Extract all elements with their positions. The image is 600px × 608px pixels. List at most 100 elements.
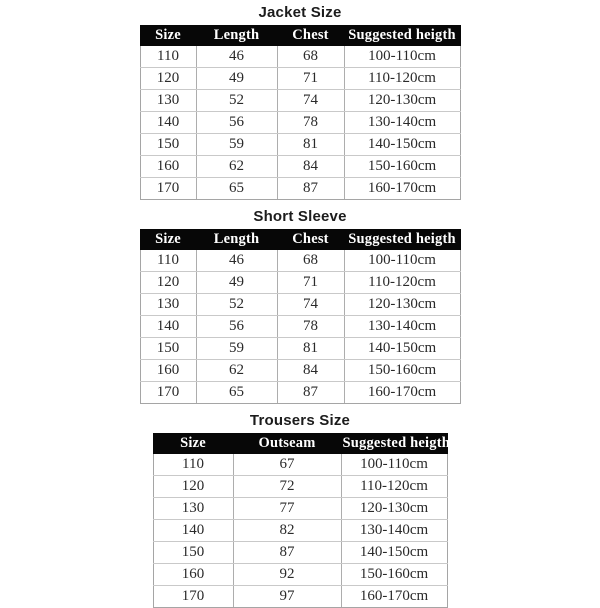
- table-row: 170 97 160-170cm: [152, 585, 448, 608]
- table-cell: 110: [152, 453, 234, 476]
- table-cell: 130-140cm: [343, 315, 461, 338]
- table-cell: 65: [195, 177, 278, 200]
- table-cell: 160-170cm: [343, 381, 461, 404]
- table-row: 170 65 87 160-170cm: [139, 381, 461, 404]
- table-cell: 87: [232, 541, 342, 564]
- table-row: 160 62 84 150-160cm: [139, 155, 461, 178]
- column-header: Size: [139, 229, 197, 250]
- table-cell: 130-140cm: [340, 519, 448, 542]
- table-cell: 87: [276, 177, 345, 200]
- table-cell: 62: [195, 155, 278, 178]
- table-cell: 130: [152, 497, 234, 520]
- table-cell: 56: [195, 111, 278, 134]
- table-cell: 74: [276, 89, 345, 112]
- header-row: Size Length Chest Suggested heigth: [139, 25, 461, 46]
- table-cell: 110-120cm: [340, 475, 448, 498]
- table-row: 130 52 74 120-130cm: [139, 89, 461, 112]
- table-row: 170 65 87 160-170cm: [139, 177, 461, 200]
- jacket-size-table: Size Length Chest Suggested heigth 110 46 68 10…: [139, 25, 461, 200]
- header-row: Size Outseam Suggested heigth: [152, 433, 450, 454]
- table-cell: 150: [139, 133, 197, 156]
- table-row: 120 72 110-120cm: [152, 475, 448, 498]
- table-cell: 120-130cm: [343, 89, 461, 112]
- table-row: 120 49 71 110-120cm: [139, 67, 461, 90]
- table-row: 160 62 84 150-160cm: [139, 359, 461, 382]
- table-cell: 160: [152, 563, 234, 586]
- table-cell: 81: [276, 133, 345, 156]
- table-cell: 150-160cm: [340, 563, 448, 586]
- table-cell: 56: [195, 315, 278, 338]
- table-cell: 150-160cm: [343, 359, 461, 382]
- table-row: 150 59 81 140-150cm: [139, 337, 461, 360]
- table-cell: 170: [139, 177, 197, 200]
- table-cell: 71: [276, 271, 345, 294]
- header-row: Size Length Chest Suggested heigth: [139, 229, 461, 250]
- table-cell: 68: [276, 45, 345, 68]
- table-cell: 140-150cm: [340, 541, 448, 564]
- column-header: Suggested heigth: [343, 25, 461, 46]
- table-cell: 71: [276, 67, 345, 90]
- table-row: 110 46 68 100-110cm: [139, 45, 461, 68]
- table-cell: 140: [152, 519, 234, 542]
- table-cell: 110: [139, 45, 197, 68]
- table-cell: 49: [195, 67, 278, 90]
- table-cell: 160: [139, 155, 197, 178]
- table-cell: 52: [195, 293, 278, 316]
- table-cell: 100-110cm: [340, 453, 448, 476]
- table-cell: 150: [139, 337, 197, 360]
- table-cell: 130-140cm: [343, 111, 461, 134]
- table-cell: 140-150cm: [343, 133, 461, 156]
- table-cell: 170: [152, 585, 234, 608]
- table-cell: 110-120cm: [343, 271, 461, 294]
- table-cell: 140-150cm: [343, 337, 461, 360]
- column-header: Length: [195, 25, 278, 46]
- short-sleeve-table: Size Length Chest Suggested heigth 110 46 68 10…: [139, 229, 461, 404]
- column-header: Suggested heigth: [340, 433, 450, 454]
- trousers-size-table: Size Outseam Suggested heigth 110 67 100-110c…: [152, 433, 450, 608]
- table-cell: 120: [139, 67, 197, 90]
- table-cell: 130: [139, 89, 197, 112]
- table-cell: 150-160cm: [343, 155, 461, 178]
- table-cell: 92: [232, 563, 342, 586]
- table-cell: 72: [232, 475, 342, 498]
- jacket-size-section: Jacket Size Size Length Chest Suggested hei…: [0, 3, 600, 200]
- column-header: Chest: [276, 229, 345, 250]
- column-header: Length: [195, 229, 278, 250]
- table-row: 140 82 130-140cm: [152, 519, 448, 542]
- table-cell: 120: [139, 271, 197, 294]
- table-row: 140 56 78 130-140cm: [139, 111, 461, 134]
- table-row: 150 87 140-150cm: [152, 541, 448, 564]
- table-cell: 52: [195, 89, 278, 112]
- table-cell: 74: [276, 293, 345, 316]
- table-cell: 140: [139, 315, 197, 338]
- table-cell: 150: [152, 541, 234, 564]
- table-cell: 84: [276, 155, 345, 178]
- table-cell: 65: [195, 381, 278, 404]
- table-cell: 49: [195, 271, 278, 294]
- column-header: Suggested heigth: [343, 229, 461, 250]
- table-cell: 59: [195, 337, 278, 360]
- table-cell: 110-120cm: [343, 67, 461, 90]
- table-cell: 67: [232, 453, 342, 476]
- table-cell: 160: [139, 359, 197, 382]
- table-cell: 81: [276, 337, 345, 360]
- table-cell: 77: [232, 497, 342, 520]
- table-cell: 120-130cm: [340, 497, 448, 520]
- column-header: Chest: [276, 25, 345, 46]
- table-cell: 78: [276, 111, 345, 134]
- table-row: 150 59 81 140-150cm: [139, 133, 461, 156]
- trousers-size-title: Trousers Size: [249, 412, 351, 429]
- table-cell: 140: [139, 111, 197, 134]
- table-cell: 120-130cm: [343, 293, 461, 316]
- table-cell: 59: [195, 133, 278, 156]
- table-row: 130 52 74 120-130cm: [139, 293, 461, 316]
- short-sleeve-section: Short Sleeve Size Length Chest Suggested he…: [0, 207, 600, 404]
- column-header: Size: [152, 433, 234, 454]
- table-cell: 62: [195, 359, 278, 382]
- table-row: 120 49 71 110-120cm: [139, 271, 461, 294]
- table-cell: 46: [195, 45, 278, 68]
- table-cell: 78: [276, 315, 345, 338]
- table-cell: 84: [276, 359, 345, 382]
- table-cell: 46: [195, 249, 278, 272]
